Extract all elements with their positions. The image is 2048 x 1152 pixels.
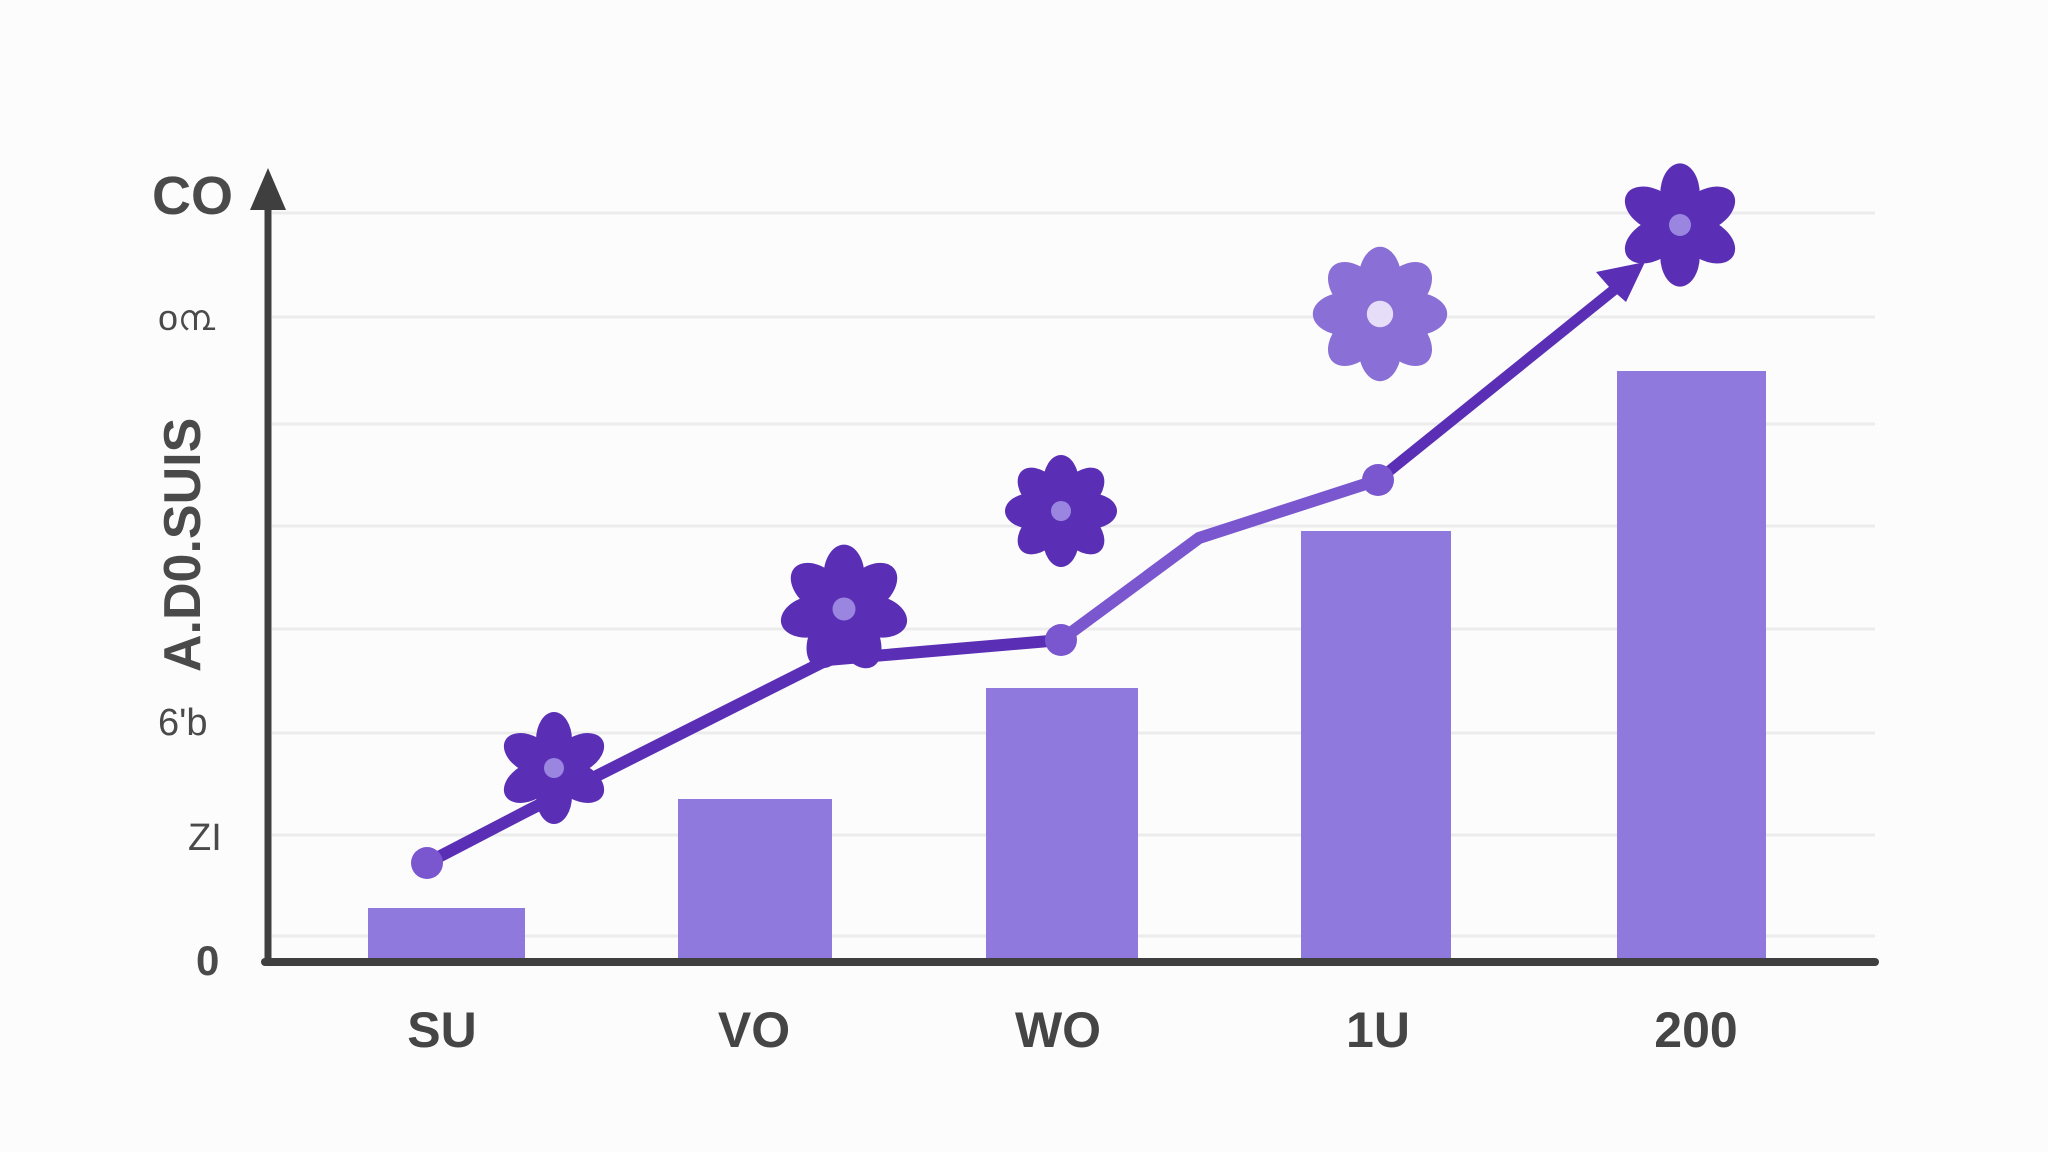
flower-icon [496,712,612,824]
bars [368,371,1766,960]
flower-icon [1616,163,1744,287]
flower-icon [1005,455,1117,567]
line-points [411,464,1394,879]
bar-wo [986,688,1138,960]
bar-vo [678,799,832,960]
flower-icon [1312,246,1448,382]
y-tick-top: CO [152,166,233,226]
trend-line [421,279,1626,869]
y-tick-zero: 0 [196,937,219,984]
bar-1u [1301,531,1451,960]
trend-arrow-icon [1596,262,1645,302]
bar-200 [1617,371,1766,960]
x-label-su: SU [407,1002,476,1058]
x-label-1u: 1U [1346,1002,1410,1058]
y-tick: ZI [188,817,222,859]
y-axis-arrow-icon [250,168,286,210]
axes [250,168,1879,966]
flower-icon [776,544,912,676]
y-axis-title: A.D0.SUIS [154,418,212,672]
y-tick: 6'b [158,702,208,744]
y-tick: o൩ [158,297,216,338]
x-label-200: 200 [1654,1002,1737,1058]
x-label-vo: VO [718,1002,790,1058]
point-wo [1045,624,1077,656]
x-label-wo: WO [1015,1002,1101,1058]
point-su [411,847,443,879]
point-1u [1362,464,1394,496]
bar-su [368,908,525,960]
